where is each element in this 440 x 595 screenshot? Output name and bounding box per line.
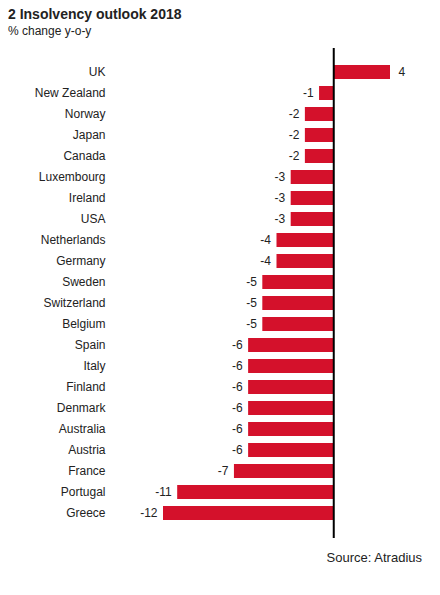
svg-text:Canada: Canada xyxy=(63,149,105,163)
svg-text:-5: -5 xyxy=(246,317,257,331)
svg-text:-1: -1 xyxy=(303,86,314,100)
svg-text:-2: -2 xyxy=(289,149,300,163)
svg-text:-5: -5 xyxy=(246,296,257,310)
svg-text:-6: -6 xyxy=(232,422,243,436)
svg-text:-3: -3 xyxy=(275,212,286,226)
html-text:Source: Atradius: Source: Atradius xyxy=(326,550,422,565)
svg-text:-4: -4 xyxy=(260,254,271,268)
svg-text:Austria: Austria xyxy=(68,443,106,457)
svg-text:Spain: Spain xyxy=(75,338,106,352)
svg-text:Belgium: Belgium xyxy=(62,317,105,331)
svg-text:-6: -6 xyxy=(232,338,243,352)
svg-text:Norway: Norway xyxy=(65,107,106,121)
svg-text:Greece: Greece xyxy=(66,506,106,520)
svg-text:Denmark: Denmark xyxy=(57,401,107,415)
svg-text:Sweden: Sweden xyxy=(62,275,105,289)
html-text:% change y-o-y: % change y-o-y xyxy=(8,24,92,38)
svg-text:Germany: Germany xyxy=(56,254,105,268)
svg-text:-12: -12 xyxy=(140,506,158,520)
svg-text:-7: -7 xyxy=(218,464,229,478)
svg-text:Ireland: Ireland xyxy=(69,191,106,205)
svg-text:Finland: Finland xyxy=(66,380,105,394)
svg-text:-2: -2 xyxy=(289,107,300,121)
svg-text:Switzerland: Switzerland xyxy=(43,296,105,310)
svg-text:-2: -2 xyxy=(289,128,300,142)
svg-text:-4: -4 xyxy=(260,233,271,247)
svg-text:Australia: Australia xyxy=(59,422,106,436)
svg-text:Japan: Japan xyxy=(73,128,106,142)
svg-text:-3: -3 xyxy=(275,170,286,184)
svg-text:-6: -6 xyxy=(232,443,243,457)
svg-text:-5: -5 xyxy=(246,275,257,289)
svg-text:France: France xyxy=(68,464,106,478)
svg-text:UK: UK xyxy=(89,65,106,79)
svg-text:-6: -6 xyxy=(232,380,243,394)
html-text:2 Insolvency outlook 2018: 2 Insolvency outlook 2018 xyxy=(8,6,182,22)
svg-text:Portugal: Portugal xyxy=(61,485,106,499)
svg-text:-3: -3 xyxy=(275,191,286,205)
svg-text:-11: -11 xyxy=(155,485,172,499)
svg-text:New Zealand: New Zealand xyxy=(35,86,106,100)
svg-text:-6: -6 xyxy=(232,359,243,373)
svg-text:-6: -6 xyxy=(232,401,243,415)
svg-text:Luxembourg: Luxembourg xyxy=(39,170,106,184)
svg-text:4: 4 xyxy=(399,65,406,79)
svg-text:Italy: Italy xyxy=(83,359,105,373)
svg-text:Netherlands: Netherlands xyxy=(41,233,106,247)
svg-text:USA: USA xyxy=(81,212,106,226)
